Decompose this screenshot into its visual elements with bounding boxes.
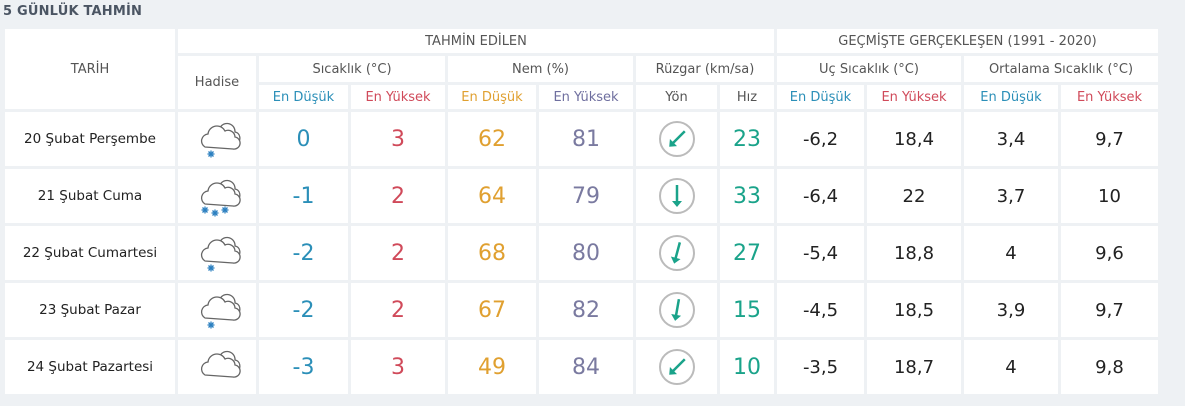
snow-heavy-icon — [178, 169, 256, 223]
wind-header: Rüzgar (km/sa) — [636, 56, 774, 82]
avg-min-value: 3,4 — [964, 112, 1058, 166]
humidity-min-value: 64 — [448, 169, 536, 223]
extreme-min-value: -5,4 — [777, 226, 864, 280]
humidity-min-value: 68 — [448, 226, 536, 280]
extreme-max-value: 22 — [867, 169, 961, 223]
wind-speed-value: 33 — [720, 169, 774, 223]
date-cell: 21 Şubat Cuma — [5, 169, 175, 223]
temp-max-value: 2 — [351, 169, 445, 223]
humidity-min-value: 49 — [448, 340, 536, 394]
avg-min-value: 3,7 — [964, 169, 1058, 223]
humidity-min-value: 62 — [448, 112, 536, 166]
extreme-min-value: -6,4 — [777, 169, 864, 223]
extreme-min-subheader: En Düşük — [777, 85, 864, 109]
temp-min-value: -3 — [259, 340, 348, 394]
extreme-temp-header: Uç Sıcaklık (°C) — [777, 56, 961, 82]
extreme-min-value: -3,5 — [777, 340, 864, 394]
avg-max-value: 10 — [1061, 169, 1158, 223]
humidity-header: Nem (%) — [448, 56, 633, 82]
avg-min-value: 4 — [964, 340, 1058, 394]
forecast-table: TARİH Hadise TAHMİN EDİLEN GEÇMİŞTE GERÇ… — [5, 29, 1162, 394]
wind-speed-value: 27 — [720, 226, 774, 280]
date-cell: 20 Şubat Perşembe — [5, 112, 175, 166]
wind-direction-icon — [636, 283, 717, 337]
forecast-group-header: TAHMİN EDİLEN — [178, 29, 774, 53]
extreme-max-value: 18,4 — [867, 112, 961, 166]
humidity-max-value: 81 — [539, 112, 633, 166]
date-cell: 24 Şubat Pazartesi — [5, 340, 175, 394]
snow-light-icon — [178, 283, 256, 337]
wind-direction-icon — [636, 169, 717, 223]
avg-max-value: 9,7 — [1061, 283, 1158, 337]
humidity-max-value: 79 — [539, 169, 633, 223]
wind-direction-icon — [636, 226, 717, 280]
wind-speed-value: 15 — [720, 283, 774, 337]
temp-min-subheader: En Düşük — [259, 85, 348, 109]
avg-max-value: 9,6 — [1061, 226, 1158, 280]
humidity-max-value: 82 — [539, 283, 633, 337]
humidity-min-subheader: En Düşük — [448, 85, 536, 109]
avg-temp-header: Ortalama Sıcaklık (°C) — [964, 56, 1158, 82]
extreme-max-value: 18,5 — [867, 283, 961, 337]
wind-speed-value: 23 — [720, 112, 774, 166]
avg-max-subheader: En Yüksek — [1061, 85, 1158, 109]
avg-max-value: 9,7 — [1061, 112, 1158, 166]
wind-direction-icon — [636, 340, 717, 394]
wind-speed-subheader: Hız — [720, 85, 774, 109]
temp-min-value: 0 — [259, 112, 348, 166]
temp-max-value: 3 — [351, 112, 445, 166]
humidity-min-value: 67 — [448, 283, 536, 337]
wind-direction-icon — [636, 112, 717, 166]
wind-direction-subheader: Yön — [636, 85, 717, 109]
history-group-header: GEÇMİŞTE GERÇEKLEŞEN (1991 - 2020) — [777, 29, 1158, 53]
avg-max-value: 9,8 — [1061, 340, 1158, 394]
extreme-max-value: 18,8 — [867, 226, 961, 280]
temp-max-value: 2 — [351, 283, 445, 337]
event-header: Hadise — [178, 56, 256, 109]
humidity-max-value: 84 — [539, 340, 633, 394]
temp-min-value: -2 — [259, 283, 348, 337]
extreme-min-value: -6,2 — [777, 112, 864, 166]
page-title: 5 GÜNLÜK TAHMİN — [3, 4, 143, 19]
extreme-min-value: -4,5 — [777, 283, 864, 337]
avg-min-subheader: En Düşük — [964, 85, 1058, 109]
temperature-header: Sıcaklık (°C) — [259, 56, 445, 82]
cloud-icon — [178, 340, 256, 394]
temp-max-value: 3 — [351, 340, 445, 394]
date-cell: 22 Şubat Cumartesi — [5, 226, 175, 280]
humidity-max-subheader: En Yüksek — [539, 85, 633, 109]
avg-min-value: 4 — [964, 226, 1058, 280]
date-header: TARİH — [5, 29, 175, 109]
temp-max-subheader: En Yüksek — [351, 85, 445, 109]
temp-min-value: -1 — [259, 169, 348, 223]
wind-speed-value: 10 — [720, 340, 774, 394]
temp-max-value: 2 — [351, 226, 445, 280]
temp-min-value: -2 — [259, 226, 348, 280]
snow-light-icon — [178, 112, 256, 166]
humidity-max-value: 80 — [539, 226, 633, 280]
date-cell: 23 Şubat Pazar — [5, 283, 175, 337]
extreme-max-value: 18,7 — [867, 340, 961, 394]
snow-light-icon — [178, 226, 256, 280]
avg-min-value: 3,9 — [964, 283, 1058, 337]
extreme-max-subheader: En Yüksek — [867, 85, 961, 109]
